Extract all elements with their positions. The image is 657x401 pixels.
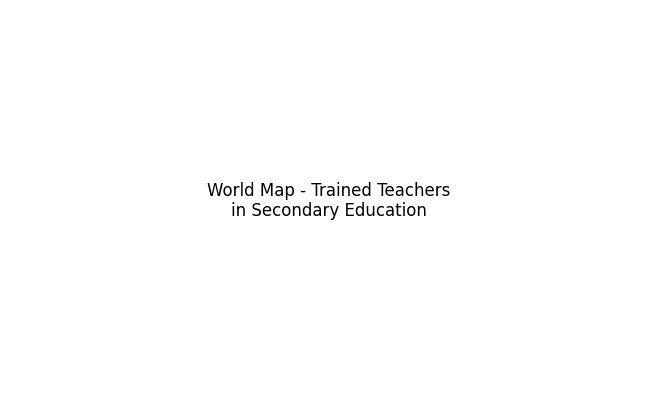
Text: World Map - Trained Teachers
in Secondary Education: World Map - Trained Teachers in Secondar…	[207, 181, 450, 220]
